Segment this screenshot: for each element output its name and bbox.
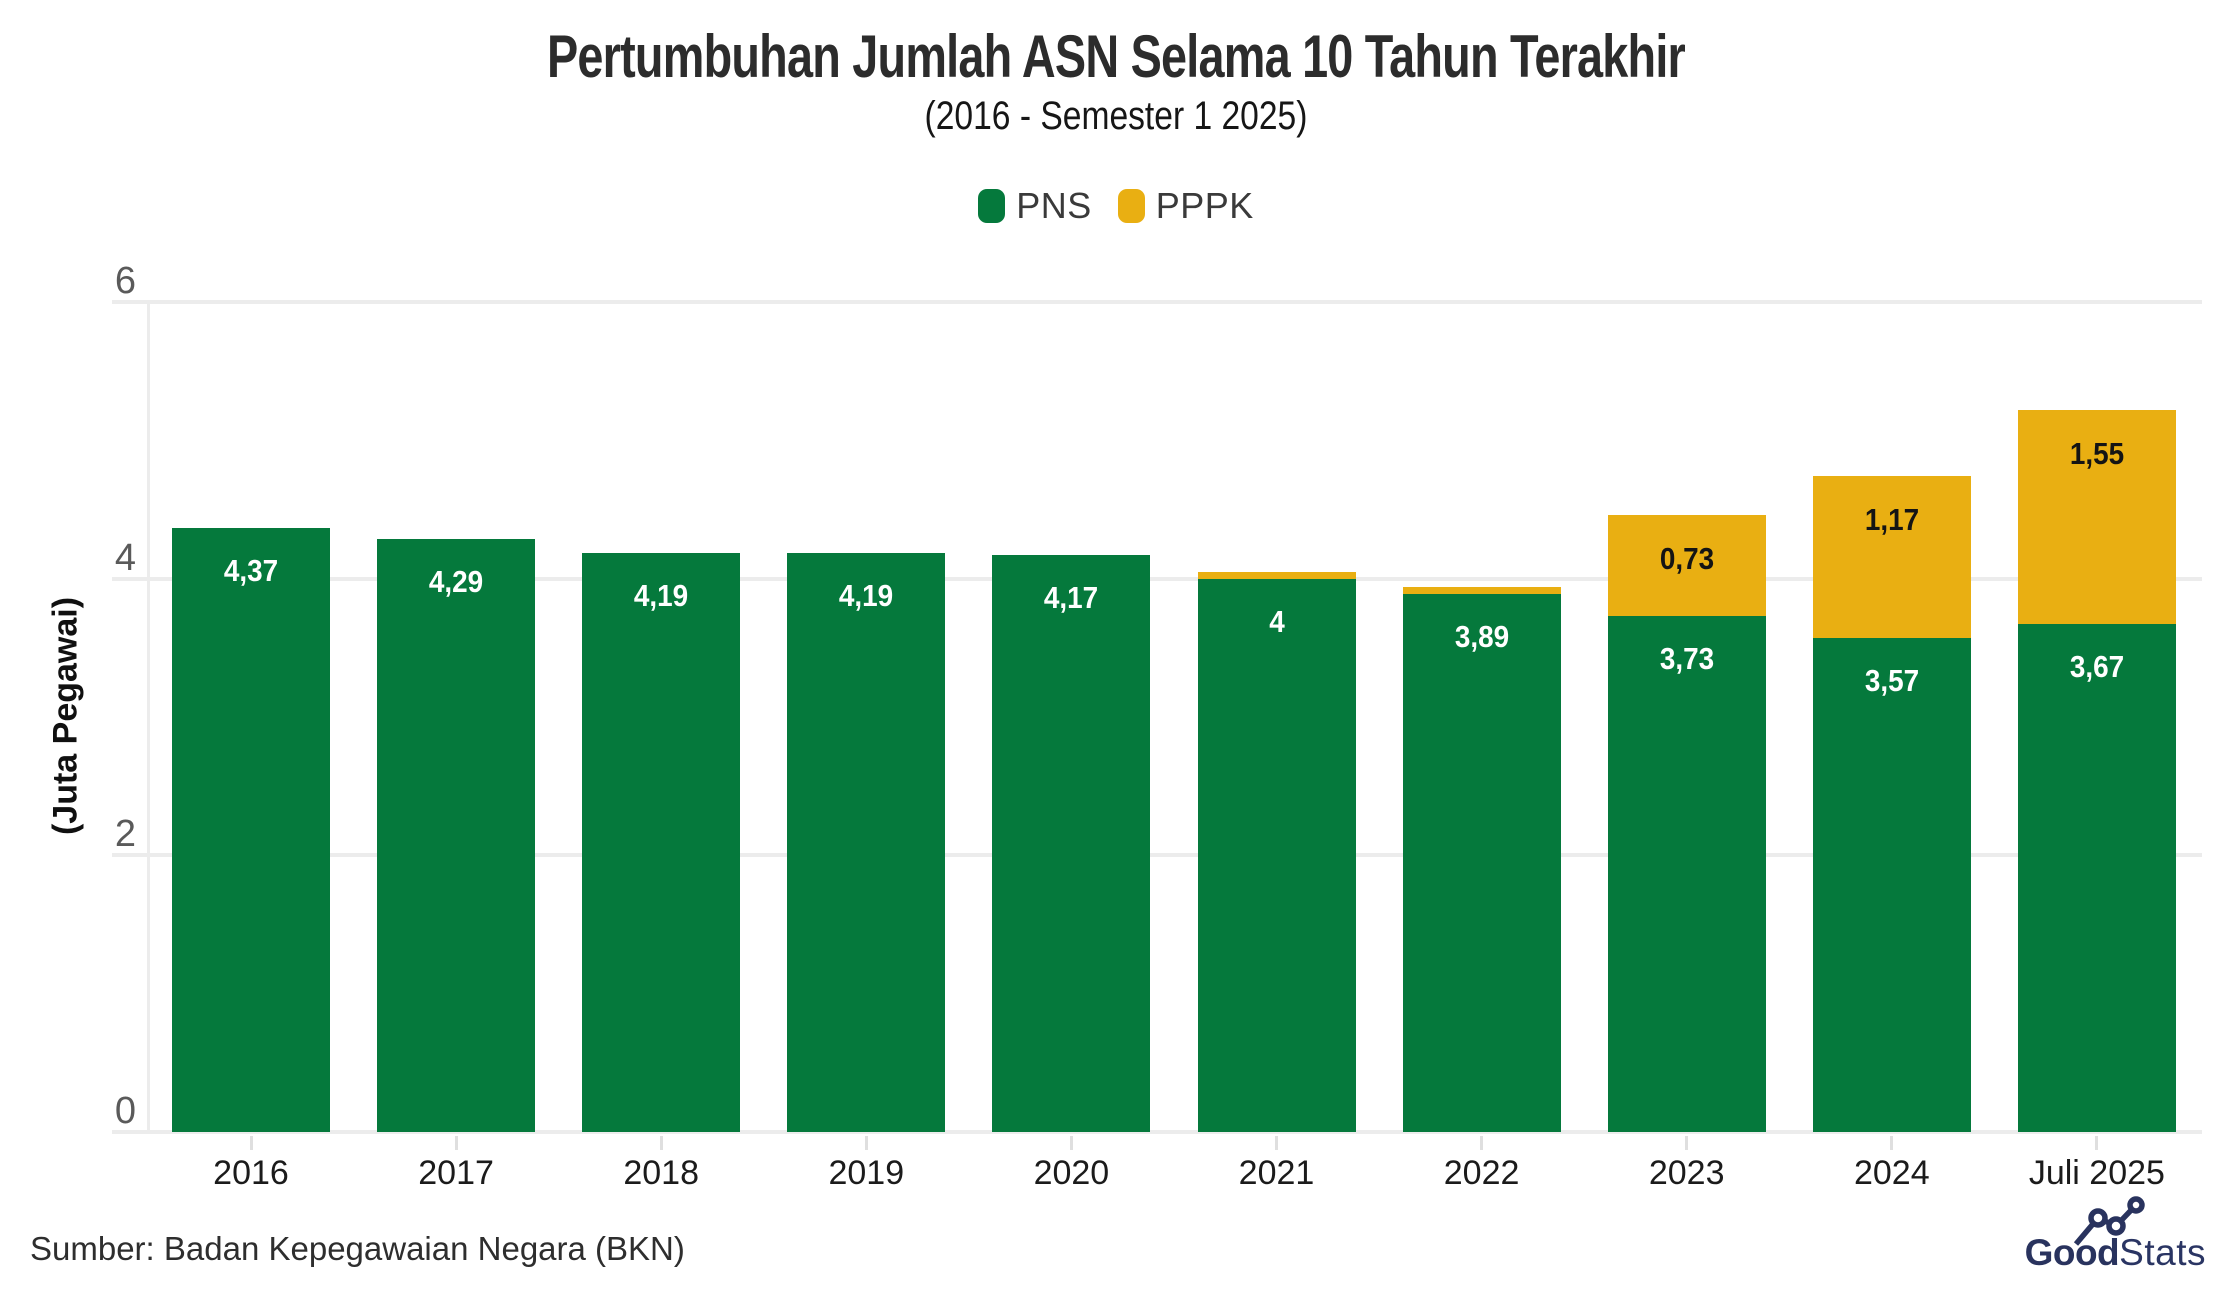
y-axis-line <box>147 302 150 1132</box>
x-label-2017: 2017 <box>418 1154 494 1192</box>
bar-2024-pppk <box>1812 476 1971 639</box>
value-label-pns-2023: 3,73 <box>1659 641 1714 677</box>
gridline-0 <box>112 1130 2202 1134</box>
x-tick-2017 <box>454 1136 458 1150</box>
logo-line-chart-icon <box>2073 1196 2145 1246</box>
bar-2023-pppk <box>1607 515 1766 617</box>
x-tick-2021 <box>1275 1136 1278 1150</box>
value-label-pppk-2023: 0,73 <box>1659 541 1714 577</box>
bar-2023-pns <box>1607 616 1766 1132</box>
x-label-juli-2025: Juli 2025 <box>2028 1154 2165 1192</box>
x-tick-2024 <box>1890 1136 1894 1150</box>
x-label-2021: 2021 <box>1238 1154 1315 1192</box>
x-tick-2022 <box>1480 1136 1484 1150</box>
y-tick-label-6: 6 <box>114 260 136 303</box>
value-label-pppk-2024: 1,17 <box>1864 502 1919 538</box>
legend-label-pns: PNS <box>1016 185 1092 226</box>
bar-2024-pns <box>1812 638 1971 1132</box>
value-label-pns-2019: 4,19 <box>839 577 894 613</box>
value-label-pppk-juli-2025: 1,55 <box>2069 436 2125 472</box>
bar-juli-2025-pppk <box>2017 410 2176 625</box>
y-axis-title: (Juta Pegawai) <box>46 596 85 836</box>
chart-title: Pertumbuhan Jumlah ASN Selama 10 Tahun T… <box>547 23 1686 90</box>
value-label-pns-juli-2025: 3,67 <box>2069 649 2125 685</box>
x-label-2022: 2022 <box>1443 1154 1520 1192</box>
legend: PNS PPPK <box>0 185 2232 227</box>
bar-2021-pns <box>1197 578 1356 1132</box>
bar-2020-pns <box>992 555 1151 1132</box>
bar-2017-pns <box>377 538 536 1132</box>
bar-2018-pns <box>582 552 741 1132</box>
value-label-pns-2021: 4 <box>1268 603 1285 639</box>
legend-swatch-pppk <box>1117 189 1145 223</box>
value-label-pns-2020: 4,17 <box>1044 580 1099 616</box>
gridline-6 <box>112 300 2202 305</box>
legend-swatch-pns <box>978 189 1006 223</box>
value-label-pns-2018: 4,19 <box>634 577 689 613</box>
legend-item-pns: PNS <box>978 185 1092 227</box>
goodstats-logo: GoodStats <box>2024 1196 2206 1282</box>
value-label-pns-2017: 4,29 <box>428 563 484 599</box>
brand-good: Good <box>2024 1232 2120 1273</box>
legend-item-pppk: PPPK <box>1117 185 1254 227</box>
gridline-2 <box>112 853 2202 858</box>
bar-2022-pns <box>1402 594 1561 1132</box>
bar-2016-pns <box>172 527 330 1132</box>
x-label-2020: 2020 <box>1033 1154 1110 1192</box>
y-tick-label-2: 2 <box>114 813 136 856</box>
x-label-2024: 2024 <box>1853 1154 1930 1192</box>
bar-juli-2025-pns <box>2017 624 2176 1132</box>
source-note: Sumber: Badan Kepegawaian Negara (BKN) <box>30 1230 685 1267</box>
legend-label-pppk: PPPK <box>1155 185 1254 226</box>
y-tick-label-4: 4 <box>114 536 136 579</box>
x-tick-2018 <box>659 1136 663 1150</box>
y-tick-label-0: 0 <box>114 1090 136 1132</box>
x-label-2018: 2018 <box>623 1154 699 1192</box>
x-tick-2016 <box>249 1136 253 1150</box>
x-label-2023: 2023 <box>1648 1154 1725 1192</box>
x-label-2016: 2016 <box>213 1154 289 1192</box>
x-tick-2019 <box>864 1136 868 1150</box>
value-label-pns-2024: 3,57 <box>1864 663 1919 699</box>
brand-stats: Stats <box>2119 1232 2206 1273</box>
bar-2022-pppk <box>1402 587 1561 594</box>
value-label-pns-2016: 4,37 <box>223 552 279 588</box>
x-label-2019: 2019 <box>828 1154 905 1192</box>
bar-2019-pns <box>787 552 946 1132</box>
x-tick-2020 <box>1069 1136 1073 1150</box>
chart-subtitle: (2016 - Semester 1 2025) <box>924 94 1308 138</box>
x-tick-juli-2025 <box>2095 1136 2099 1150</box>
x-tick-2023 <box>1685 1136 1689 1150</box>
value-label-pns-2022: 3,89 <box>1454 619 1509 654</box>
gridline-4 <box>112 576 2202 581</box>
bar-2021-pppk <box>1197 571 1356 579</box>
